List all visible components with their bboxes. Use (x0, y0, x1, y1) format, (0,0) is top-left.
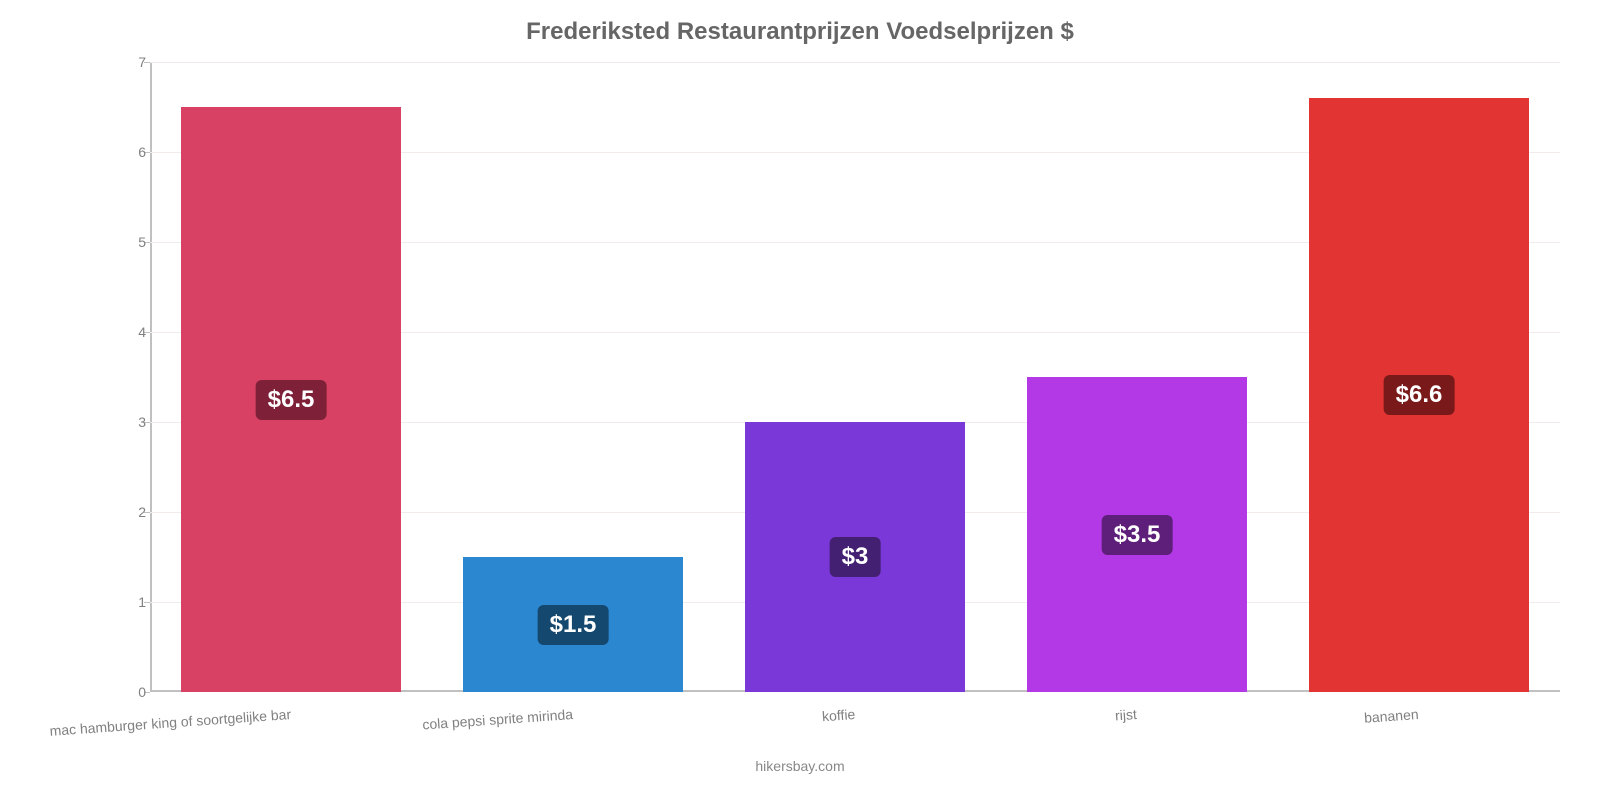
bar: $3 (745, 422, 965, 692)
y-tick-label: 0 (122, 684, 146, 700)
x-tick-label: rijst (1115, 706, 1138, 723)
attribution-text: hikersbay.com (755, 758, 844, 774)
y-tick-label: 4 (122, 324, 146, 340)
bar: $3.5 (1027, 377, 1247, 692)
bar-value-label: $3 (830, 537, 881, 577)
x-tick-label: koffie (821, 706, 855, 724)
y-tick-label: 1 (122, 594, 146, 610)
plot-area: 01234567$6.5$1.5$3$3.5$6.6 (150, 62, 1560, 692)
y-tick-label: 5 (122, 234, 146, 250)
x-tick-label: cola pepsi sprite mirinda (422, 706, 574, 732)
y-tick-label: 6 (122, 144, 146, 160)
y-axis (150, 62, 152, 692)
bar-value-label: $6.5 (256, 380, 327, 420)
x-tick-label: mac hamburger king of soortgelijke bar (49, 706, 292, 739)
y-tick-label: 7 (122, 54, 146, 70)
bar-value-label: $3.5 (1102, 515, 1173, 555)
bar: $6.5 (181, 107, 401, 692)
y-tick-label: 3 (122, 414, 146, 430)
bar: $6.6 (1309, 98, 1529, 692)
grid-line (150, 62, 1560, 63)
x-tick-label: bananen (1364, 706, 1419, 726)
bar: $1.5 (463, 557, 683, 692)
bar-value-label: $6.6 (1384, 375, 1455, 415)
chart-title: Frederiksted Restaurantprijzen Voedselpr… (0, 0, 1600, 46)
bar-value-label: $1.5 (538, 605, 609, 645)
y-tick-label: 2 (122, 504, 146, 520)
